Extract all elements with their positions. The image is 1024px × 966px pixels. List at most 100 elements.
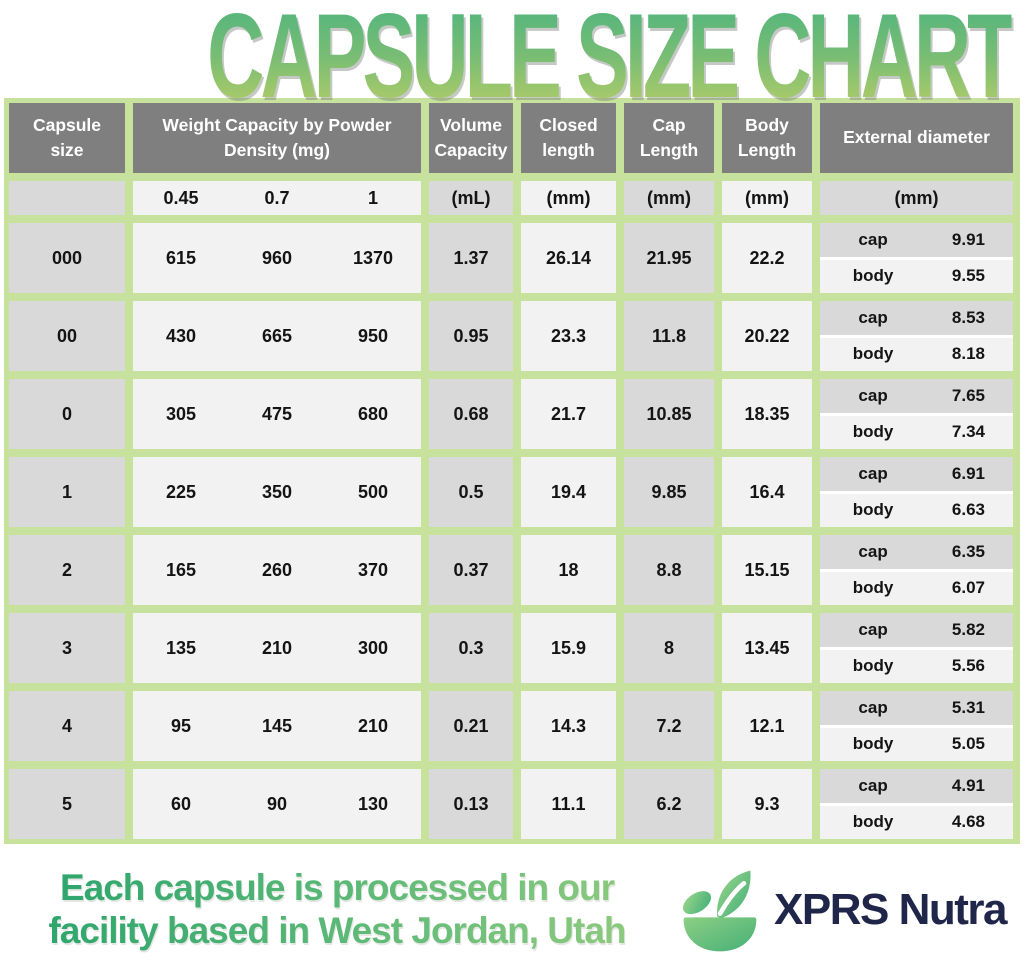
body-length-value: 9.3 xyxy=(722,769,812,839)
external-cap-label: cap xyxy=(858,229,888,249)
external-cap-row: cap 4.91 xyxy=(820,769,1013,803)
weight-capacity-values: 95 145 210 xyxy=(133,691,421,761)
brand-name: XPRS Nutra xyxy=(774,885,1007,934)
weight-capacity-values: 430 665 950 xyxy=(133,301,421,371)
column-header-volume-capacity: Volume Capacity xyxy=(429,103,513,173)
weight-0.7-value: 475 xyxy=(261,403,293,424)
volume-capacity-value: 1.37 xyxy=(429,223,513,293)
external-body-value: 7.34 xyxy=(951,422,985,442)
unit-cap: (mm) xyxy=(624,181,714,215)
external-cap-label: cap xyxy=(858,307,888,327)
column-header-capsule-size: Capsule size xyxy=(9,103,125,173)
weight-capacity-values: 60 90 130 xyxy=(133,769,421,839)
external-body-label: body xyxy=(852,656,894,676)
capsule-size-value: 000 xyxy=(9,223,125,293)
closed-length-value: 19.4 xyxy=(521,457,616,527)
volume-capacity-value: 0.21 xyxy=(429,691,513,761)
external-cap-row: cap 9.91 xyxy=(820,223,1013,257)
unit-volume: (mL) xyxy=(429,181,513,215)
weight-0.45-value: 135 xyxy=(165,637,197,658)
volume-capacity-value: 0.68 xyxy=(429,379,513,449)
external-cap-value: 6.91 xyxy=(951,463,985,483)
external-diameter-cell: cap 6.91 body 6.63 xyxy=(820,457,1013,527)
weight-0.45-value: 60 xyxy=(170,793,192,814)
density-0.7-label: 0.7 xyxy=(264,187,290,208)
weight-capacity-values: 305 475 680 xyxy=(133,379,421,449)
weight-0.7-value: 665 xyxy=(261,325,293,346)
weight-capacity-values: 135 210 300 xyxy=(133,613,421,683)
cap-length-value: 6.2 xyxy=(624,769,714,839)
external-body-value: 5.56 xyxy=(951,656,985,676)
subheader-densities: 0.45 0.7 1 xyxy=(133,181,421,215)
external-cap-row: cap 6.35 xyxy=(820,535,1013,569)
external-cap-value: 7.65 xyxy=(951,385,985,405)
weight-1-value: 1370 xyxy=(352,247,394,268)
external-cap-value: 6.35 xyxy=(951,541,985,561)
cap-length-value: 7.2 xyxy=(624,691,714,761)
external-diameter-cell: cap 9.91 body 9.55 xyxy=(820,223,1013,293)
weight-0.45-value: 305 xyxy=(165,403,197,424)
external-body-label: body xyxy=(852,500,894,520)
closed-length-value: 11.1 xyxy=(521,769,616,839)
capsule-size-value: 2 xyxy=(9,535,125,605)
weight-1-value: 210 xyxy=(357,715,389,736)
weight-1-value: 130 xyxy=(357,793,389,814)
unit-closed: (mm) xyxy=(521,181,616,215)
weight-0.45-value: 95 xyxy=(170,715,192,736)
external-diameter-cell: cap 8.53 body 8.18 xyxy=(820,301,1013,371)
capsule-size-value: 1 xyxy=(9,457,125,527)
external-cap-label: cap xyxy=(858,619,888,639)
cap-length-value: 21.95 xyxy=(624,223,714,293)
weight-0.7-value: 210 xyxy=(261,637,293,658)
weight-0.45-value: 615 xyxy=(165,247,197,268)
cap-length-value: 11.8 xyxy=(624,301,714,371)
brand-lockup: XPRS Nutra xyxy=(660,864,1007,956)
body-length-value: 12.1 xyxy=(722,691,812,761)
body-length-value: 22.2 xyxy=(722,223,812,293)
weight-0.45-value: 165 xyxy=(165,559,197,580)
tagline-line2: facility based in West Jordan, Utah xyxy=(48,910,626,951)
volume-capacity-value: 0.37 xyxy=(429,535,513,605)
external-cap-label: cap xyxy=(858,385,888,405)
capsule-size-value: 3 xyxy=(9,613,125,683)
column-header-body-length: Body Length xyxy=(722,103,812,173)
external-body-label: body xyxy=(852,266,894,286)
column-header-weight-capacity: Weight Capacity by Powder Density (mg) xyxy=(133,103,421,173)
external-body-value: 6.63 xyxy=(951,500,985,520)
capsule-size-value: 00 xyxy=(9,301,125,371)
external-body-value: 8.18 xyxy=(951,344,985,364)
volume-capacity-value: 0.95 xyxy=(429,301,513,371)
weight-0.7-value: 145 xyxy=(261,715,293,736)
weight-1-value: 370 xyxy=(357,559,389,580)
external-cap-value: 8.53 xyxy=(951,307,985,327)
closed-length-value: 18 xyxy=(521,535,616,605)
external-body-label: body xyxy=(852,812,894,832)
title-banner: CAPSULE SIZE CHART xyxy=(0,0,1024,116)
cap-length-value: 8 xyxy=(624,613,714,683)
unit-body: (mm) xyxy=(722,181,812,215)
body-length-value: 13.45 xyxy=(722,613,812,683)
external-body-value: 6.07 xyxy=(951,578,985,598)
external-cap-value: 5.82 xyxy=(951,619,985,639)
column-header-closed-length: Closed length xyxy=(521,103,616,173)
external-body-row: body 8.18 xyxy=(820,337,1013,371)
density-0.45-label: 0.45 xyxy=(163,187,199,208)
external-cap-value: 9.91 xyxy=(951,229,985,249)
external-cap-row: cap 5.82 xyxy=(820,613,1013,647)
weight-0.7-value: 960 xyxy=(261,247,293,268)
closed-length-value: 26.14 xyxy=(521,223,616,293)
closed-length-value: 15.9 xyxy=(521,613,616,683)
column-header-cap-length: Cap Length xyxy=(624,103,714,173)
body-length-value: 15.15 xyxy=(722,535,812,605)
external-cap-label: cap xyxy=(858,697,888,717)
external-body-label: body xyxy=(852,422,894,442)
capsule-size-value: 5 xyxy=(9,769,125,839)
facility-tagline: Each capsule is processed in our facilit… xyxy=(14,867,660,953)
volume-capacity-value: 0.5 xyxy=(429,457,513,527)
leaf-bowl-logo-icon xyxy=(683,870,757,952)
external-cap-row: cap 8.53 xyxy=(820,301,1013,335)
external-cap-row: cap 7.65 xyxy=(820,379,1013,413)
external-body-row: body 5.56 xyxy=(820,649,1013,683)
density-1-label: 1 xyxy=(367,187,378,208)
capsule-size-table: Capsule size Weight Capacity by Powder D… xyxy=(4,98,1020,844)
